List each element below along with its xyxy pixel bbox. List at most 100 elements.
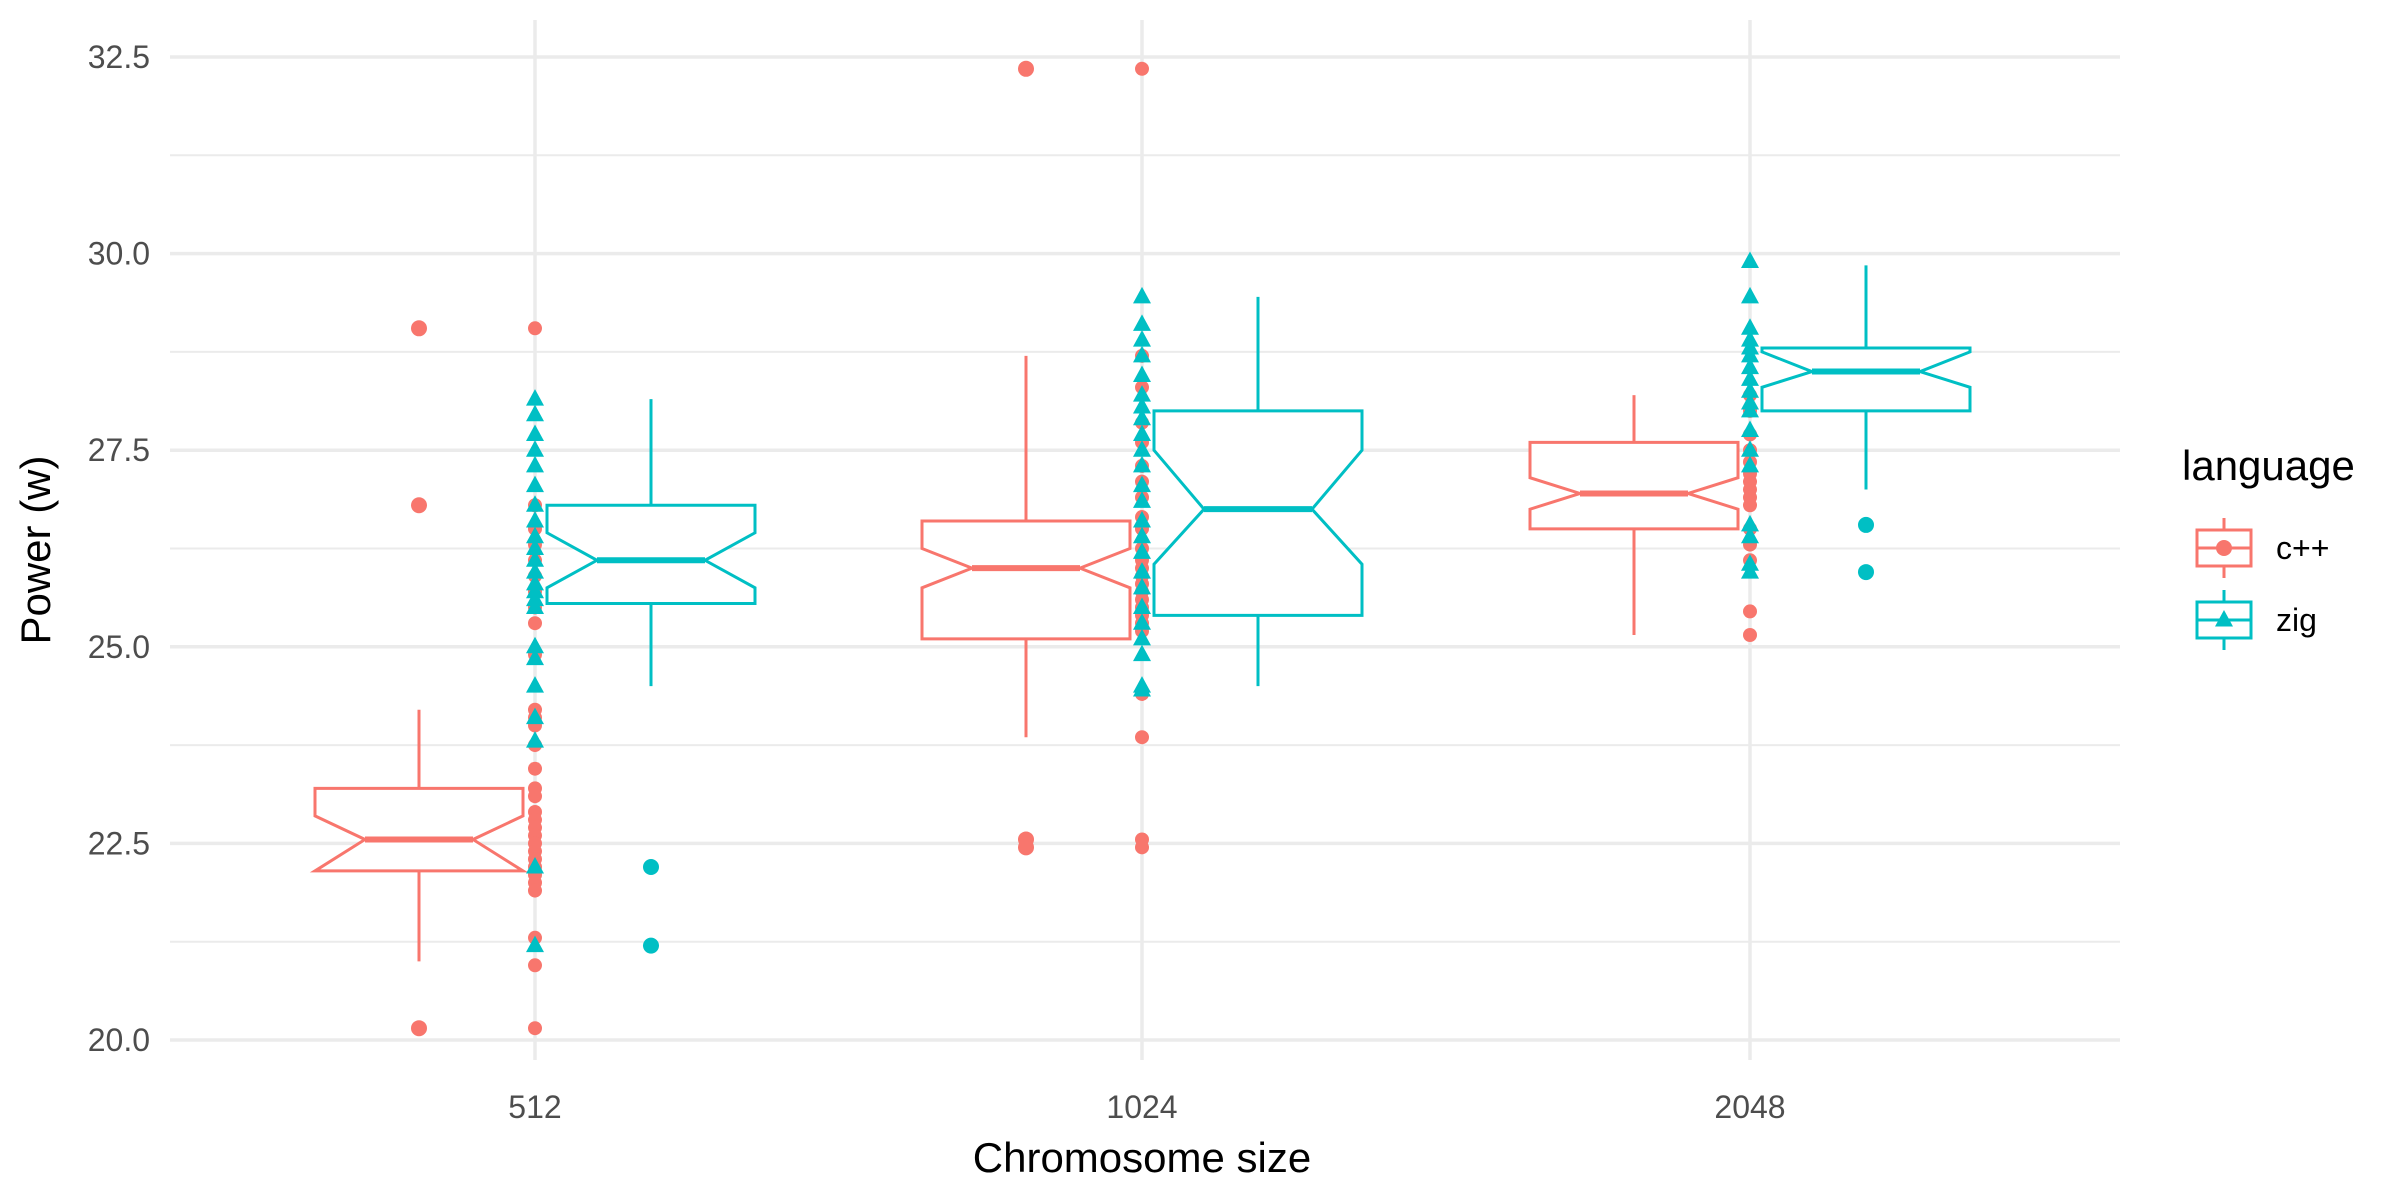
data-point (1133, 510, 1151, 528)
y-tick-label: 32.5 (88, 39, 150, 75)
jitter-points (526, 61, 1759, 1036)
outlier-point (411, 320, 427, 337)
data-point (526, 475, 544, 493)
data-point (526, 440, 544, 457)
data-point (1133, 455, 1151, 473)
y-tick-label: 22.5 (88, 825, 150, 861)
notched-box (309, 786, 529, 873)
x-tick-label: 1024 (1106, 1089, 1177, 1125)
x-tick-label: 2048 (1714, 1089, 1785, 1125)
data-point (526, 636, 544, 654)
data-point (1741, 455, 1759, 473)
x-axis-title: Chromosome size (973, 1134, 1311, 1181)
data-point (526, 562, 544, 579)
data-point (526, 424, 544, 441)
data-point (528, 761, 542, 776)
data-point (1741, 318, 1759, 335)
data-point (1741, 514, 1759, 532)
outlier-point (411, 497, 427, 514)
legend-key-marker (2215, 610, 2233, 627)
data-point (1133, 385, 1151, 402)
data-point (1133, 286, 1151, 304)
data-point (1741, 440, 1759, 457)
y-tick-label: 27.5 (88, 432, 150, 468)
data-point (1133, 345, 1151, 363)
data-point (1741, 400, 1759, 418)
data-point (1133, 314, 1151, 331)
data-point (1133, 628, 1151, 646)
data-point (526, 856, 544, 874)
data-point (526, 510, 544, 528)
y-tick-labels: 20.0 22.5 25.0 27.5 30.0 32.5 (88, 39, 150, 1058)
data-point (1743, 604, 1757, 619)
legend-title: language (2182, 442, 2355, 489)
y-tick-label: 20.0 (88, 1022, 150, 1058)
data-point (1135, 61, 1149, 76)
data-point (1133, 577, 1151, 595)
legend-label: c++ (2276, 530, 2329, 566)
data-point (1133, 680, 1151, 697)
y-tick-label: 30.0 (88, 236, 150, 272)
legend-key-marker (2216, 540, 2232, 556)
outlier-point (1858, 564, 1874, 581)
data-point (528, 958, 542, 973)
legend-label: zig (2276, 602, 2317, 638)
data-point (526, 676, 544, 693)
notched-box (1760, 346, 1972, 413)
data-point (528, 883, 542, 898)
outlier-point (1018, 839, 1034, 856)
y-axis-title: Power (w) (12, 455, 59, 644)
data-point (1743, 628, 1757, 643)
data-point (1133, 542, 1151, 559)
data-point (526, 648, 544, 666)
data-point (1741, 369, 1759, 386)
notched-box (1152, 409, 1364, 617)
data-point (1741, 286, 1759, 304)
data-point (1133, 475, 1151, 493)
data-point (528, 789, 542, 804)
notched-box (1528, 440, 1740, 531)
data-point (1741, 251, 1759, 268)
data-point (526, 597, 544, 614)
data-point (1133, 613, 1151, 630)
data-point (1133, 396, 1151, 414)
notched-box (545, 503, 757, 606)
data-point (1133, 644, 1151, 662)
data-point (1741, 562, 1759, 579)
data-point (526, 455, 544, 473)
data-point (526, 935, 544, 953)
outlier-point (1858, 516, 1874, 533)
data-point (526, 404, 544, 422)
data-point (526, 731, 544, 748)
data-point (526, 495, 544, 512)
data-point (1741, 381, 1759, 398)
boxes (309, 60, 1972, 1037)
data-point (1741, 526, 1759, 544)
notched-box (920, 519, 1132, 641)
data-point (1133, 365, 1151, 382)
data-point (526, 389, 544, 406)
data-point (1133, 491, 1151, 508)
x-tick-labels: 512 1024 2048 (508, 1089, 1785, 1125)
data-point (1133, 597, 1151, 614)
outlier-point (643, 858, 659, 875)
data-point (1133, 424, 1151, 441)
data-point (1133, 440, 1151, 457)
outlier-point (1018, 60, 1034, 77)
data-point (1133, 562, 1151, 579)
outlier-point (411, 1020, 427, 1037)
data-point (1133, 330, 1151, 347)
data-point (528, 1021, 542, 1036)
data-point (1133, 408, 1151, 426)
y-tick-label: 25.0 (88, 629, 150, 665)
data-point (528, 321, 542, 336)
legend: language c++ zig (2182, 442, 2355, 650)
data-point (1133, 526, 1151, 544)
data-point (1743, 498, 1757, 513)
outlier-point (643, 937, 659, 954)
data-point (1741, 357, 1759, 375)
data-point (1741, 420, 1759, 438)
data-point (526, 550, 544, 567)
data-point (526, 707, 544, 725)
